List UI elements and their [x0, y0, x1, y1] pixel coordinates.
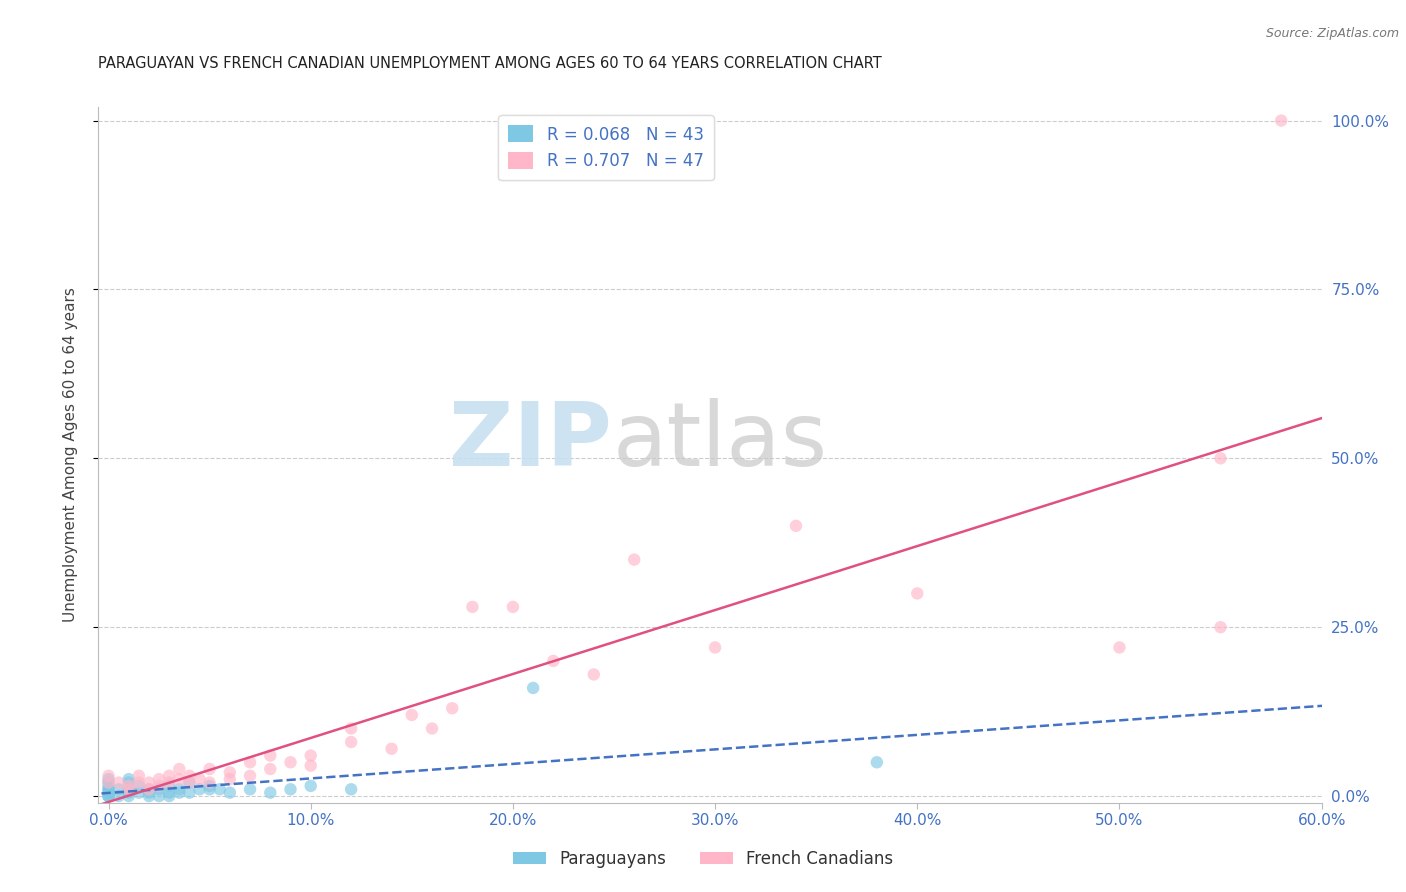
Point [97, 782, 120, 797]
Point [623, 552, 645, 566]
Point [866, 756, 889, 770]
Point [198, 762, 221, 776]
Point [218, 772, 240, 786]
Point [118, 779, 141, 793]
Point [97, 779, 120, 793]
Point [128, 779, 150, 793]
Point [97, 789, 120, 803]
Point [157, 786, 180, 800]
Point [239, 782, 262, 797]
Point [179, 775, 201, 789]
Point [107, 789, 129, 803]
Point [148, 782, 170, 797]
Point [128, 775, 150, 789]
Point [522, 681, 544, 695]
Point [1108, 640, 1130, 655]
Point [239, 769, 262, 783]
Point [582, 667, 605, 681]
Point [179, 769, 201, 783]
Point [280, 782, 302, 797]
Point [107, 782, 129, 797]
Point [118, 789, 141, 803]
Point [97, 775, 120, 789]
Point [118, 786, 141, 800]
Point [1209, 451, 1232, 466]
Point [138, 775, 160, 789]
Text: PARAGUAYAN VS FRENCH CANADIAN UNEMPLOYMENT AMONG AGES 60 TO 64 YEARS CORRELATION: PARAGUAYAN VS FRENCH CANADIAN UNEMPLOYME… [98, 56, 882, 71]
Point [280, 756, 302, 770]
Point [138, 786, 160, 800]
Point [198, 779, 221, 793]
Point [179, 786, 201, 800]
Point [97, 789, 120, 803]
Point [905, 586, 928, 600]
Point [218, 765, 240, 780]
Point [97, 769, 120, 783]
Point [97, 789, 120, 803]
Point [188, 782, 211, 797]
Point [118, 772, 141, 786]
Text: atlas: atlas [612, 398, 827, 484]
Point [157, 775, 180, 789]
Point [340, 782, 363, 797]
Point [259, 786, 281, 800]
Point [218, 786, 240, 800]
Point [118, 782, 141, 797]
Point [381, 741, 404, 756]
Point [543, 654, 565, 668]
Legend: R = 0.068   N = 43, R = 0.707   N = 47: R = 0.068 N = 43, R = 0.707 N = 47 [498, 115, 713, 180]
Legend: Paraguayans, French Canadians: Paraguayans, French Canadians [506, 844, 900, 875]
Point [208, 782, 231, 797]
Point [299, 758, 322, 772]
Point [97, 775, 120, 789]
Point [340, 722, 363, 736]
Point [138, 789, 160, 803]
Point [785, 519, 807, 533]
Point [188, 772, 211, 786]
Point [118, 782, 141, 797]
Point [299, 779, 322, 793]
Point [157, 779, 180, 793]
Point [97, 772, 120, 786]
Text: ZIP: ZIP [450, 398, 612, 484]
Point [169, 782, 191, 797]
Point [157, 789, 180, 803]
Point [299, 748, 322, 763]
Point [259, 748, 281, 763]
Point [704, 640, 727, 655]
Text: Source: ZipAtlas.com: Source: ZipAtlas.com [1265, 27, 1399, 40]
Point [138, 782, 160, 797]
Point [179, 775, 201, 789]
Point [461, 599, 484, 614]
Point [401, 708, 423, 723]
Point [157, 769, 180, 783]
Point [239, 756, 262, 770]
Point [1270, 113, 1292, 128]
Point [441, 701, 464, 715]
Point [502, 599, 524, 614]
Point [1209, 620, 1232, 634]
Point [148, 789, 170, 803]
Point [97, 782, 120, 797]
Point [97, 786, 120, 800]
Point [169, 762, 191, 776]
Point [259, 762, 281, 776]
Y-axis label: Unemployment Among Ages 60 to 64 years: Unemployment Among Ages 60 to 64 years [63, 287, 77, 623]
Point [128, 786, 150, 800]
Point [169, 786, 191, 800]
Point [107, 775, 129, 789]
Point [198, 775, 221, 789]
Point [169, 772, 191, 786]
Point [118, 775, 141, 789]
Point [128, 769, 150, 783]
Point [340, 735, 363, 749]
Point [148, 779, 170, 793]
Point [148, 772, 170, 786]
Point [198, 782, 221, 797]
Point [420, 722, 443, 736]
Point [97, 786, 120, 800]
Point [138, 782, 160, 797]
